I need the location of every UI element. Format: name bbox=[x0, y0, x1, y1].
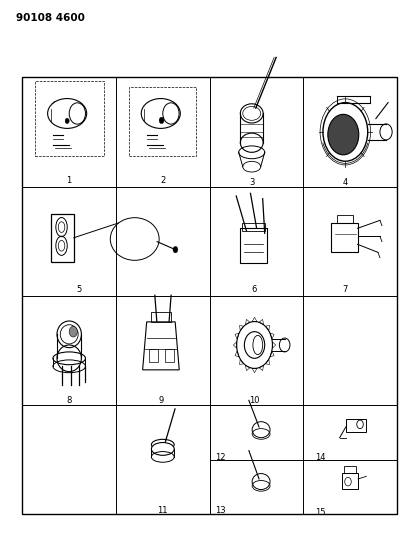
Ellipse shape bbox=[173, 246, 178, 253]
Bar bbox=[129, 87, 196, 156]
Text: 90108 4600: 90108 4600 bbox=[16, 13, 85, 23]
Text: 1: 1 bbox=[67, 176, 72, 184]
Ellipse shape bbox=[328, 114, 359, 155]
Bar bbox=[242, 223, 265, 231]
Bar bbox=[331, 223, 358, 252]
Text: 7: 7 bbox=[343, 285, 348, 294]
Bar bbox=[337, 215, 353, 223]
Bar bbox=[346, 419, 366, 432]
Ellipse shape bbox=[69, 326, 77, 337]
Bar bbox=[342, 473, 358, 489]
Text: 14: 14 bbox=[315, 453, 325, 462]
Text: 3: 3 bbox=[249, 178, 254, 187]
Bar bbox=[149, 349, 158, 362]
Bar bbox=[240, 228, 267, 263]
Text: 9: 9 bbox=[158, 397, 164, 405]
Text: 11: 11 bbox=[158, 506, 168, 514]
Text: 10: 10 bbox=[249, 397, 260, 405]
Bar bbox=[22, 77, 397, 514]
Bar bbox=[165, 349, 174, 362]
Bar bbox=[35, 82, 104, 156]
Bar bbox=[344, 466, 356, 473]
Text: 12: 12 bbox=[216, 453, 226, 462]
Ellipse shape bbox=[65, 118, 69, 124]
Bar bbox=[51, 214, 74, 262]
Text: 15: 15 bbox=[315, 508, 325, 517]
Ellipse shape bbox=[159, 117, 164, 124]
Text: 8: 8 bbox=[66, 397, 72, 405]
Polygon shape bbox=[142, 322, 179, 370]
Text: 13: 13 bbox=[216, 506, 226, 515]
Ellipse shape bbox=[151, 442, 174, 455]
Text: 4: 4 bbox=[343, 178, 348, 187]
Text: 5: 5 bbox=[76, 285, 81, 294]
Text: 2: 2 bbox=[160, 176, 165, 184]
Bar bbox=[151, 312, 171, 322]
Text: 6: 6 bbox=[252, 285, 257, 294]
